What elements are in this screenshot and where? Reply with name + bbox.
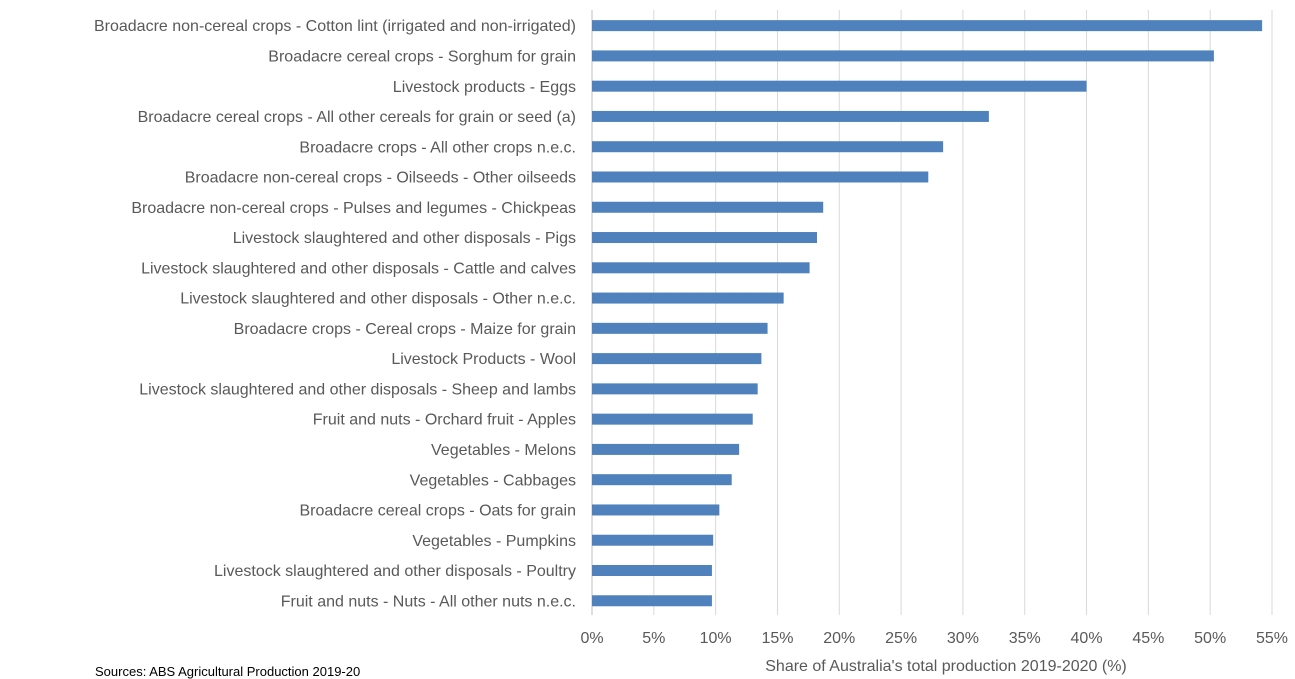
x-tick-label: 0%: [580, 630, 603, 647]
x-tick-label: 10%: [700, 630, 732, 647]
category-label: Livestock slaughtered and other disposal…: [141, 260, 576, 277]
x-tick-label: 30%: [947, 630, 979, 647]
category-label: Vegetables - Pumpkins: [412, 533, 576, 550]
bar: [592, 353, 762, 365]
x-tick-label: 55%: [1256, 630, 1288, 647]
x-axis-title: Share of Australia's total production 20…: [765, 658, 1127, 675]
category-label: Broadacre cereal crops - Sorghum for gra…: [268, 49, 576, 66]
x-tick-label: 20%: [823, 630, 855, 647]
source-note: Sources: ABS Agricultural Production 201…: [95, 664, 361, 679]
category-label: Broadacre cereal crops - All other cerea…: [138, 109, 576, 126]
category-label: Broadacre crops - Cereal crops - Maize f…: [234, 321, 576, 338]
category-label: Livestock products - Eggs: [393, 79, 576, 96]
x-tick-label: 25%: [885, 630, 917, 647]
bar: [592, 262, 810, 274]
bar: [592, 292, 784, 304]
x-tick-label: 50%: [1194, 630, 1226, 647]
bar: [592, 413, 753, 425]
x-tick-label: 35%: [1009, 630, 1041, 647]
category-label: Vegetables - Melons: [431, 442, 576, 459]
category-label: Livestock slaughtered and other disposal…: [214, 563, 576, 580]
bar: [592, 80, 1087, 92]
category-label: Broadacre non-cereal crops - Pulses and …: [131, 200, 576, 217]
category-label: Fruit and nuts - Nuts - All other nuts n…: [281, 593, 576, 610]
category-label: Livestock slaughtered and other disposal…: [233, 230, 576, 247]
gridlines: [591, 10, 1273, 615]
x-tick-label: 5%: [642, 630, 665, 647]
category-label: Broadacre non-cereal crops - Cotton lint…: [94, 18, 576, 35]
bar: [592, 564, 712, 576]
bar: [592, 474, 732, 486]
category-labels: Broadacre non-cereal crops - Cotton lint…: [94, 18, 576, 610]
bar: [592, 322, 768, 334]
bar: [592, 171, 929, 183]
category-label: Livestock Products - Wool: [391, 351, 576, 368]
category-label: Fruit and nuts - Orchard fruit - Apples: [313, 412, 576, 429]
bar: [592, 504, 720, 516]
bar: [592, 50, 1214, 62]
category-label: Vegetables - Cabbages: [410, 472, 576, 489]
bar: [592, 141, 944, 153]
bars: [592, 20, 1263, 607]
bar: [592, 110, 989, 122]
bar: [592, 20, 1263, 32]
x-tick-label: 45%: [1132, 630, 1164, 647]
x-tick-label: 15%: [761, 630, 793, 647]
category-label: Livestock slaughtered and other disposal…: [139, 381, 576, 398]
category-label: Livestock slaughtered and other disposal…: [180, 291, 576, 308]
bar: [592, 534, 714, 546]
category-label: Broadacre non-cereal crops - Oilseeds - …: [185, 170, 576, 187]
category-label: Broadacre cereal crops - Oats for grain: [299, 503, 576, 520]
bar: [592, 383, 758, 395]
bar: [592, 443, 740, 455]
bar: [592, 201, 824, 213]
bar: [592, 595, 712, 607]
x-tick-labels: 0% 5% 10% 15% 20% 25% 30% 35% 40% 45% 50% 55%: [580, 630, 1288, 647]
category-label: Broadacre crops - All other crops n.e.c.: [299, 139, 576, 156]
bar: [592, 232, 818, 244]
x-tick-label: 40%: [1071, 630, 1103, 647]
